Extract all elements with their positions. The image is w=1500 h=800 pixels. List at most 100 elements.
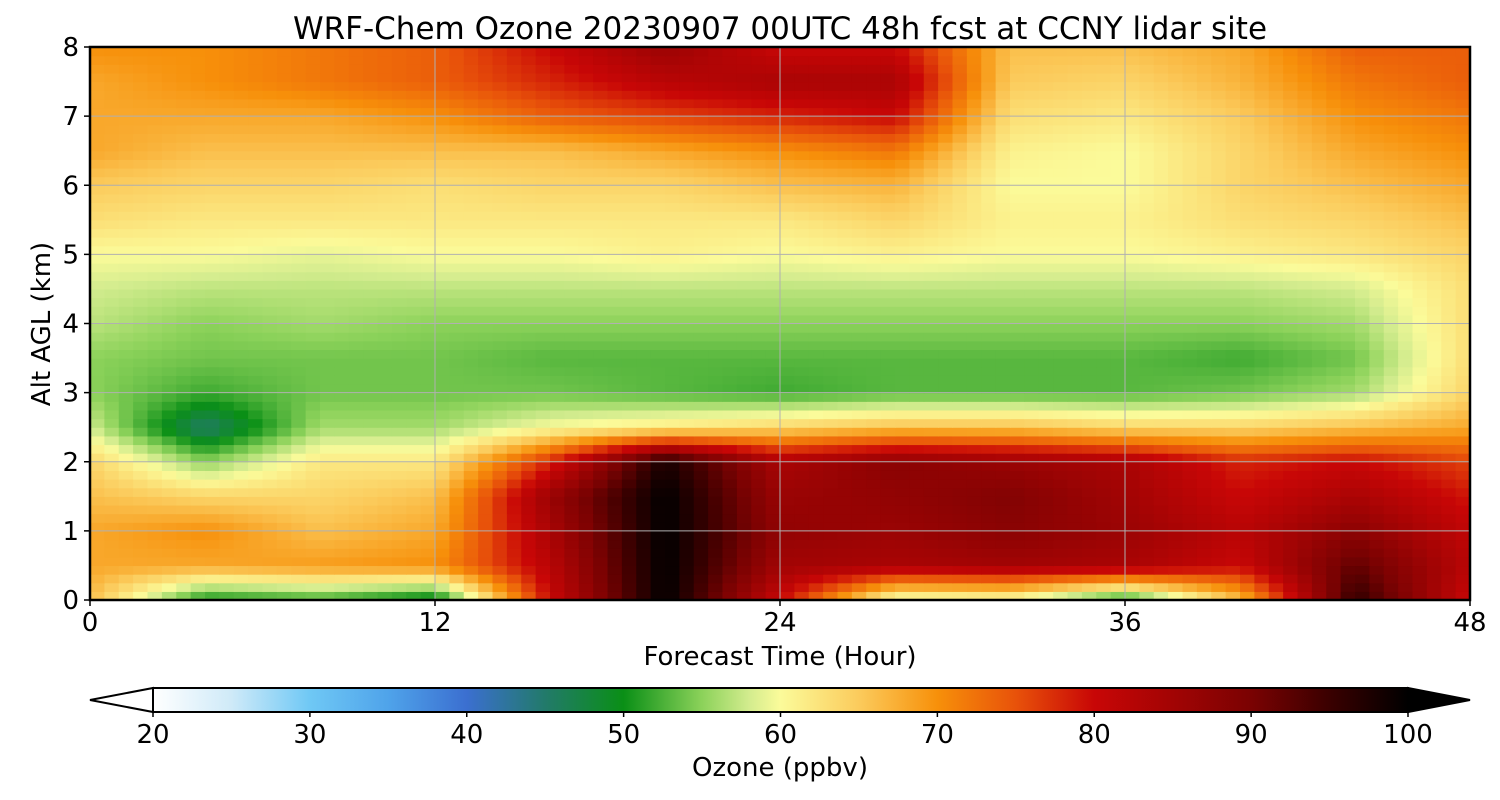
heatmap-cell xyxy=(1426,323,1442,333)
heatmap-cell xyxy=(233,548,249,558)
heatmap-cell xyxy=(305,522,321,532)
heatmap-cell xyxy=(851,263,867,273)
heatmap-cell xyxy=(276,314,292,325)
heatmap-cell xyxy=(1125,167,1140,178)
heatmap-cell xyxy=(1067,392,1083,402)
heatmap-cell xyxy=(564,176,580,186)
heatmap-cell xyxy=(1268,150,1284,160)
heatmap-cell xyxy=(880,444,896,454)
heatmap-cell xyxy=(276,375,292,385)
heatmap-cell xyxy=(1081,340,1097,351)
heatmap-cell xyxy=(133,332,149,342)
heatmap-cell xyxy=(1211,228,1227,238)
heatmap-cell xyxy=(1182,332,1198,342)
heatmap-cell xyxy=(1096,263,1112,273)
heatmap-cell xyxy=(895,513,910,523)
heatmap-cell xyxy=(1297,349,1313,359)
heatmap-cell xyxy=(449,340,465,351)
heatmap-cell xyxy=(492,237,508,247)
heatmap-cell xyxy=(593,565,609,575)
heatmap-cell xyxy=(1211,401,1227,411)
heatmap-cell xyxy=(593,409,609,420)
heatmap-cell xyxy=(1139,314,1155,325)
heatmap-cell xyxy=(535,340,551,351)
heatmap-cell xyxy=(176,435,192,446)
heatmap-cell xyxy=(736,176,752,186)
heatmap-cell xyxy=(320,176,335,186)
heatmap-cell xyxy=(248,530,264,541)
heatmap-cell xyxy=(607,582,623,592)
heatmap-cell xyxy=(463,159,479,169)
heatmap-cell xyxy=(1240,453,1255,463)
heatmap-cell xyxy=(190,280,206,290)
heatmap-cell xyxy=(808,288,824,299)
heatmap-cell xyxy=(190,306,206,316)
heatmap-cell xyxy=(334,150,350,160)
heatmap-cell xyxy=(895,306,910,316)
heatmap-cell xyxy=(665,383,680,394)
heatmap-cell xyxy=(391,582,407,592)
heatmap-cell xyxy=(837,219,853,230)
heatmap-cell xyxy=(1096,271,1112,281)
heatmap-cell xyxy=(693,280,709,290)
heatmap-cell xyxy=(578,219,594,230)
heatmap-cell xyxy=(1441,565,1457,575)
heatmap-cell xyxy=(923,228,939,238)
heatmap-cell xyxy=(147,444,163,454)
heatmap-cell xyxy=(1326,409,1342,420)
heatmap-cell xyxy=(1110,211,1126,221)
heatmap-cell xyxy=(1283,340,1299,351)
heatmap-cell xyxy=(1297,392,1313,402)
heatmap-cell xyxy=(1355,167,1370,178)
heatmap-cell xyxy=(1426,461,1442,471)
heatmap-cell xyxy=(1383,159,1399,169)
heatmap-cell xyxy=(147,479,163,489)
heatmap-cell xyxy=(147,323,163,333)
heatmap-cell xyxy=(1268,565,1284,575)
heatmap-cell xyxy=(1340,185,1356,195)
heatmap-cell xyxy=(679,427,695,437)
heatmap-cell xyxy=(636,435,652,446)
heatmap-cell xyxy=(176,496,192,506)
heatmap-cell xyxy=(966,435,982,446)
heatmap-cell xyxy=(1053,185,1069,195)
heatmap-cell xyxy=(1455,470,1470,480)
heatmap-cell xyxy=(895,254,910,264)
heatmap-cell xyxy=(895,375,910,385)
heatmap-cell xyxy=(679,548,695,558)
heatmap-cell xyxy=(952,383,968,394)
heatmap-cell xyxy=(1081,409,1097,420)
heatmap-cell xyxy=(736,211,752,221)
heatmap-cell xyxy=(751,245,767,255)
heatmap-cell xyxy=(406,150,422,160)
heatmap-cell xyxy=(1067,176,1083,186)
heatmap-cell xyxy=(952,297,968,307)
heatmap-cell xyxy=(334,254,350,264)
heatmap-cell xyxy=(161,280,177,290)
heatmap-cell xyxy=(751,435,767,446)
heatmap-cell xyxy=(1096,383,1112,394)
heatmap-cell xyxy=(636,366,652,376)
heatmap-cell xyxy=(722,453,738,463)
heatmap-cell xyxy=(693,297,709,307)
heatmap-cell xyxy=(420,332,436,342)
heatmap-cell xyxy=(1225,167,1241,178)
heatmap-cell xyxy=(1225,323,1241,333)
heatmap-cell xyxy=(1412,193,1428,204)
heatmap-cell xyxy=(550,288,565,299)
heatmap-cell xyxy=(161,185,177,195)
heatmap-cell xyxy=(161,591,177,600)
heatmap-cell xyxy=(1211,504,1227,515)
heatmap-cell xyxy=(205,556,220,567)
heatmap-cell xyxy=(995,288,1011,299)
heatmap-cell xyxy=(406,530,422,541)
heatmap-cell xyxy=(1139,332,1155,342)
heatmap-cell xyxy=(981,392,997,402)
heatmap-cell xyxy=(1455,185,1470,195)
heatmap-cell xyxy=(765,297,781,307)
heatmap-cell xyxy=(665,323,680,333)
heatmap-cell xyxy=(1053,461,1069,471)
heatmap-cell xyxy=(1038,219,1054,230)
heatmap-cell xyxy=(1455,219,1470,230)
heatmap-cell xyxy=(895,263,910,273)
